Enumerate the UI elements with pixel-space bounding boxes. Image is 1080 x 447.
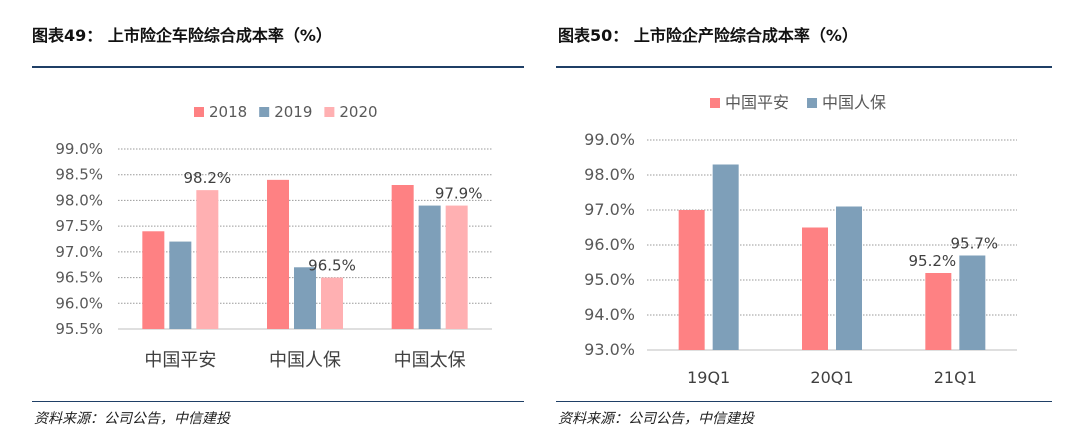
figure-title-left: 图表49： 上市险企车险综合成本率（%） (32, 26, 332, 45)
legend-swatch-2018 (194, 107, 204, 117)
data-label: 98.2% (184, 169, 232, 187)
bar-2018-中国平安 (142, 231, 165, 329)
data-label: 95.7% (951, 235, 999, 253)
bar-2018-中国太保 (391, 185, 414, 329)
chart-panel-left: 图表49： 上市险企车险综合成本率（%） 95.5% 96.0% 96.5% 97.0… (32, 26, 524, 427)
x-category-label: 21Q1 (934, 368, 977, 387)
source-rule-left (32, 401, 524, 402)
bar-2020-中国平安 (196, 190, 219, 329)
bar-中国平安-20Q1 (802, 227, 828, 350)
bar-2020-中国太保 (445, 205, 468, 329)
source-rule-right (556, 401, 1052, 402)
data-label: 96.5% (308, 257, 356, 275)
legend-label: 2020 (339, 103, 377, 121)
x-category-label: 20Q1 (810, 368, 853, 387)
legend-swatch-2019 (259, 107, 270, 117)
data-label: 97.9% (435, 185, 483, 203)
y-tick-label: 97.0% (55, 243, 103, 261)
y-tick-label: 95.0% (584, 270, 635, 289)
data-label: 95.2% (909, 252, 957, 270)
legend-swatch-2020 (324, 107, 335, 117)
y-tick-label: 99.0% (55, 140, 103, 158)
y-tick-label: 96.0% (584, 235, 635, 254)
y-tick-label: 95.5% (55, 320, 103, 338)
legend-swatch-中国平安 (710, 98, 720, 108)
bar-2019-中国太保 (418, 205, 441, 329)
bar-中国平安-21Q1 (925, 273, 952, 350)
y-tick-label: 96.0% (55, 294, 103, 312)
y-tick-label: 93.0% (584, 340, 635, 359)
y-tick-label: 97.0% (584, 200, 635, 219)
bar-2020-中国人保 (321, 277, 343, 329)
y-tick-label: 99.0% (584, 130, 635, 149)
y-tick-label: 94.0% (584, 305, 635, 324)
bar-2018-中国人保 (267, 179, 289, 329)
title-rule-right (556, 66, 1052, 68)
bar-chart-left: 95.5% 96.0% 96.5% 97.0% 97.5% 98.0% 98.5% 99.0%… (55, 103, 492, 371)
bar-2019-中国人保 (294, 267, 316, 329)
legend-label: 中国平安 (725, 93, 789, 112)
legend-label: 2019 (274, 103, 312, 121)
bar-chart-right: 93.0% 94.0% 95.0% 96.0% 97.0% 98.0% 99.0% 19Q1 2… (584, 93, 1017, 387)
bar-2019-中国平安 (169, 241, 192, 329)
bar-中国人保-21Q1 (959, 255, 986, 350)
chart-panel-right: 图表50： 上市险企产险综合成本率（%） 93.0% 94.0% 95.0% 96.0… (540, 0, 1080, 447)
source-note-left: 资料来源：公司公告，中信建投 (34, 411, 230, 427)
x-category-label: 中国太保 (394, 350, 466, 371)
bar-中国人保-19Q1 (712, 164, 739, 350)
title-rule-left (32, 66, 524, 68)
legend-label: 中国人保 (822, 93, 886, 112)
y-tick-label: 98.0% (55, 191, 103, 209)
y-tick-label: 98.5% (55, 166, 103, 184)
bar-中国人保-20Q1 (836, 206, 862, 350)
x-category-label: 中国平安 (144, 350, 216, 371)
x-category-label: 19Q1 (687, 368, 730, 387)
legend-label: 2018 (209, 103, 247, 121)
y-tick-label: 96.5% (55, 269, 103, 287)
y-tick-label: 97.5% (55, 217, 103, 235)
source-note-right: 资料来源：公司公告，中信建投 (558, 411, 754, 427)
x-category-label: 中国人保 (269, 350, 341, 371)
y-tick-label: 98.0% (584, 165, 635, 184)
legend-swatch-中国人保 (807, 98, 818, 108)
figure-title-right: 图表50： 上市险企产险综合成本率（%） (558, 26, 858, 45)
bar-中国平安-19Q1 (678, 210, 705, 350)
